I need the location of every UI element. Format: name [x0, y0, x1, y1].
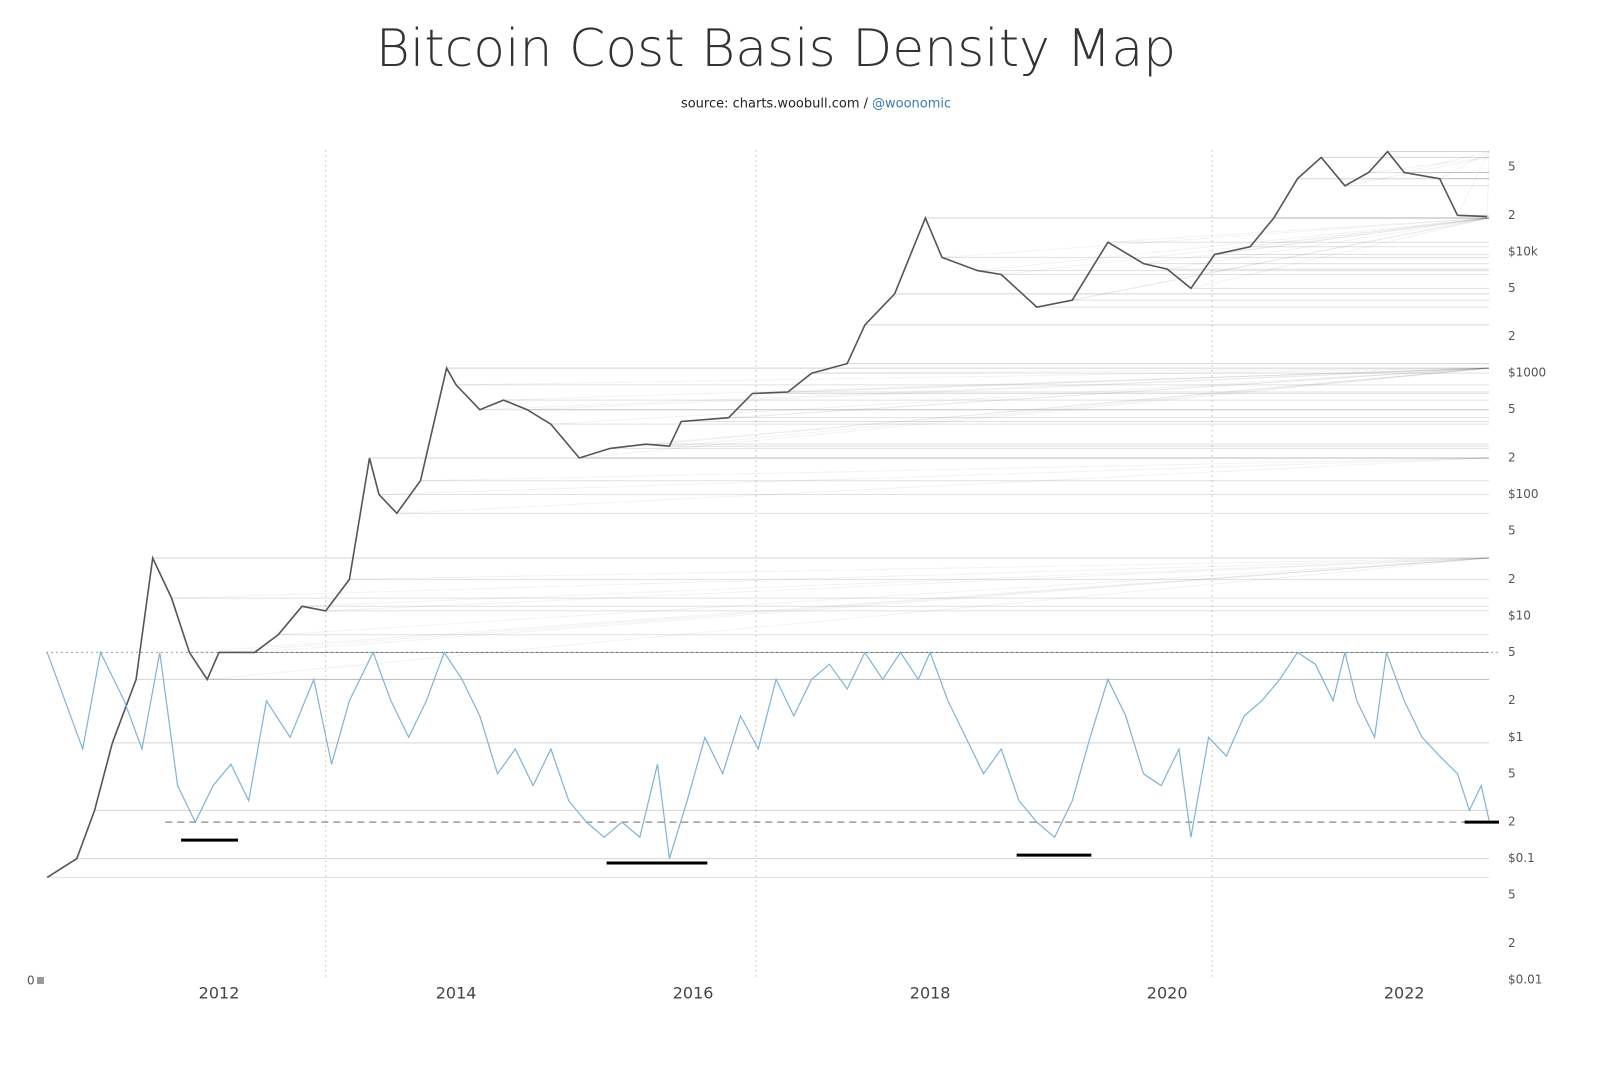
cost-basis-fan	[527, 367, 1490, 411]
cost-basis-fan	[218, 557, 1490, 653]
y-tick-label: 2	[1508, 329, 1516, 343]
cost-basis-fan	[456, 367, 1490, 386]
y-tick-label: 5	[1508, 524, 1516, 538]
subtitle-source: source: charts.woobull.com /	[681, 97, 869, 112]
cost-basis-fan	[1439, 151, 1490, 180]
y-tick-label: 2	[1508, 936, 1516, 950]
corner-label: 0	[27, 974, 35, 988]
y-tick-label: 2	[1508, 208, 1516, 222]
cost-basis-fan	[349, 557, 1490, 580]
cost-basis-fan	[1001, 217, 1490, 276]
cost-basis-fan	[1072, 217, 1490, 301]
cost-basis-fan	[301, 557, 1490, 607]
cost-basis-fan	[1250, 217, 1490, 248]
cost-basis-fan	[1404, 151, 1490, 174]
cost-basis-fan	[1368, 156, 1490, 174]
cost-basis-fan	[669, 367, 1490, 447]
cost-basis-fan	[610, 367, 1490, 449]
y-tick-label: 5	[1508, 766, 1516, 780]
x-tick-label: 2018	[910, 984, 951, 1003]
cost-basis-fan	[189, 557, 1490, 653]
y-tick-label: $10k	[1508, 244, 1538, 258]
cost-basis-fan	[379, 457, 1490, 496]
cost-basis-fan	[1167, 217, 1490, 270]
cost-basis-fan	[1214, 217, 1490, 256]
subtitle-handle: @woonomic	[872, 97, 951, 112]
x-tick-label: 2016	[673, 984, 714, 1003]
y-tick-label: 2	[1508, 572, 1516, 586]
y-tick-label: $0.01	[1508, 973, 1542, 987]
chart-title: Bitcoin Cost Basis Density Map	[376, 19, 1176, 79]
cost-basis-fan	[325, 557, 1490, 612]
y-tick-label: $10	[1508, 608, 1531, 622]
cost-basis-fan	[579, 367, 1490, 459]
y-tick-label: 2	[1508, 693, 1516, 707]
cost-basis-fan	[396, 457, 1490, 514]
corner-swatch	[37, 977, 44, 984]
y-tick-label: $1	[1508, 730, 1523, 744]
cost-basis-fan	[278, 557, 1490, 636]
cost-basis-fan	[977, 217, 1490, 272]
y-tick-label: $1000	[1508, 366, 1546, 380]
cost-basis-fan	[171, 557, 1490, 599]
cost-basis-fan	[420, 457, 1490, 482]
x-tick-label: 2022	[1384, 984, 1425, 1003]
cost-basis-fan	[254, 557, 1490, 653]
y-tick-label: 5	[1508, 159, 1516, 173]
cost-basis-fan	[941, 217, 1490, 258]
cost-basis-fan	[811, 367, 1490, 374]
y-tick-label: 2	[1508, 451, 1516, 465]
y-tick-label: $100	[1508, 487, 1539, 501]
x-tick-label: 2012	[199, 984, 240, 1003]
plot-area: $0.01 2 5 $0.1 2 5 $1 2 5 $10 2 5 $100 2 5 $1000 2 5 $10k 2…	[46, 150, 1546, 1003]
cost-basis-fan	[1190, 217, 1490, 289]
cost-basis-fan	[1107, 217, 1490, 243]
cost-basis-fan	[728, 367, 1490, 419]
oscillator-line	[46, 650, 1491, 859]
y-tick-label: 5	[1508, 645, 1516, 659]
cost-basis-fan	[1143, 217, 1490, 265]
y-tick-label: 5	[1508, 402, 1516, 416]
cost-basis-fan	[1036, 217, 1490, 308]
cost-basis-fan	[207, 557, 1490, 680]
cost-basis-fan	[479, 367, 1490, 411]
price-line	[46, 150, 1488, 879]
y-tick-label: 5	[1508, 281, 1516, 295]
x-tick-label: 2020	[1147, 984, 1188, 1003]
cost-basis-fan	[787, 367, 1490, 393]
cost-basis-fan	[1457, 151, 1490, 216]
cost-basis-fan	[645, 367, 1490, 445]
x-tick-label: 2014	[436, 984, 477, 1003]
cost-basis-fan	[681, 367, 1490, 422]
cost-basis-fan	[550, 367, 1490, 425]
y-tick-label: $0.1	[1508, 851, 1535, 865]
cost-basis-fan	[1486, 151, 1490, 217]
cost-basis-fan	[503, 367, 1490, 401]
cost-basis-fan	[752, 367, 1490, 395]
y-tick-label: 5	[1508, 888, 1516, 902]
y-tick-label: 2	[1508, 815, 1516, 829]
cost-basis-fan	[1344, 156, 1490, 187]
